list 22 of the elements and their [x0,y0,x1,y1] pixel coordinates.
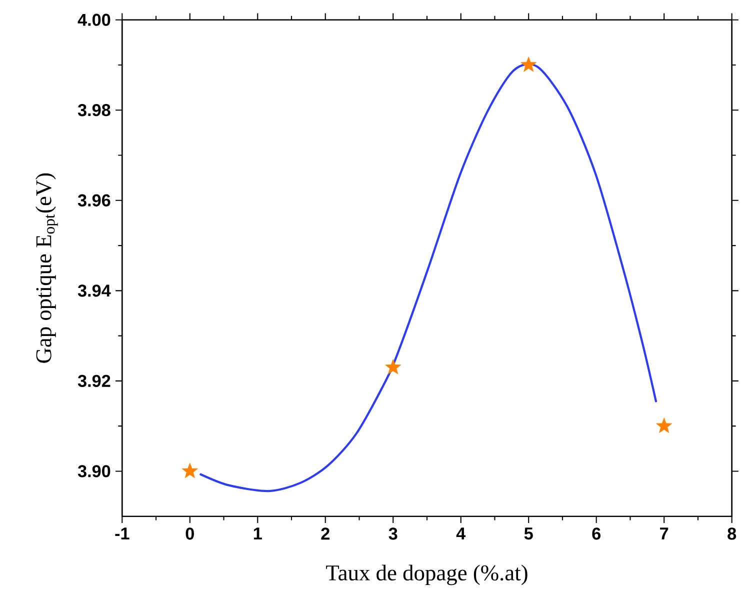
y-tick-label: 4.00 [78,14,110,26]
x-tick-label: 3 [388,528,398,540]
x-axis-title: Taux de dopage (%.at) [326,564,528,586]
x-tick-label: 1 [254,528,262,540]
x-tick-label: 4 [456,528,466,540]
y-axis-title: Gap optique E$_{opt}$(eV) [36,174,58,364]
y-tick-label: 3.96 [78,194,110,207]
x-tick-label: 5 [524,528,533,540]
point [385,359,401,374]
x-tick-label: 2 [321,528,330,540]
x-tick-label: -1 [115,528,130,540]
point [182,463,198,478]
point [520,56,536,72]
y-tick-label: 3.92 [78,375,110,388]
point [656,418,672,433]
y-tick-label: 3.90 [78,465,110,478]
y-tick-label: 3.98 [78,104,110,116]
x-tick-label: 0 [186,528,194,540]
x-tick-label: 7 [660,528,668,540]
x-tick-label: 8 [728,528,736,540]
x-tick-label: 6 [592,528,600,540]
y-tick-label: 3.94 [78,284,111,297]
